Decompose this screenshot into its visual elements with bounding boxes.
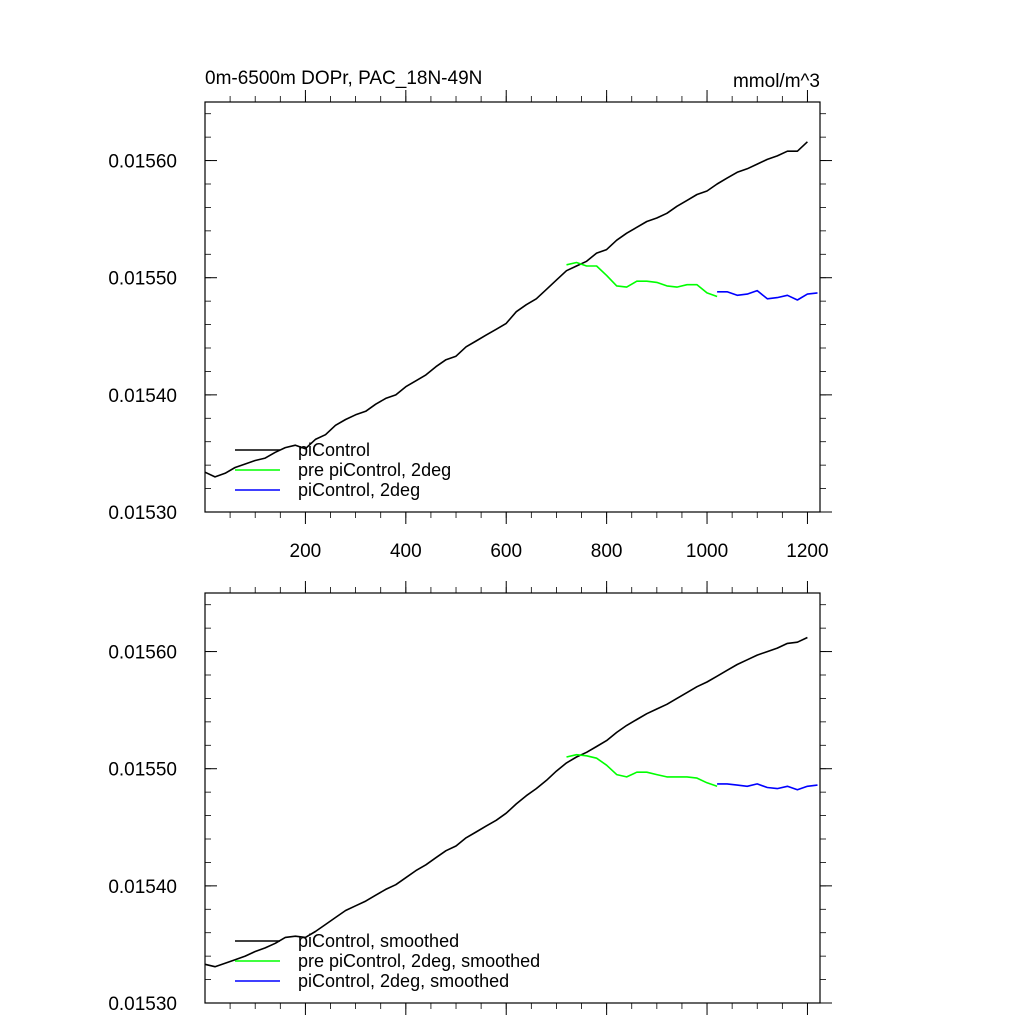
- chart-title: 0m-6500m DOPr, PAC_18N-49N: [205, 68, 482, 89]
- y-tick-label: 0.01540: [108, 877, 177, 898]
- y-tick-label: 0.01550: [108, 760, 177, 781]
- chart-units: mmol/m^3: [733, 71, 820, 92]
- x-tick-label: 400: [390, 541, 422, 562]
- legend-label: pre piControl, 2deg, smoothed: [298, 951, 540, 971]
- legend-label: piControl: [298, 440, 370, 460]
- top-plot-panel: 0.01530 0.01540 0.01550 0.01560 200 400 600 800…: [108, 90, 832, 562]
- x-tick-label: 800: [591, 541, 623, 562]
- series-line-2: [566, 261, 718, 298]
- series-line-3: [717, 289, 818, 301]
- y-tick-label: 0.01560: [108, 152, 177, 173]
- plot-frame: [204, 101, 821, 513]
- y-tick-label: 0.01560: [108, 643, 177, 664]
- x-tick-label: 200: [290, 541, 322, 562]
- bottom-plot-panel: 0.01530 0.01540 0.01550 0.01560 piControl, s…: [108, 581, 832, 1015]
- legend-label: piControl, 2deg: [298, 480, 420, 500]
- legend-label: piControl, 2deg, smoothed: [298, 971, 509, 991]
- legend-label: piControl, smoothed: [298, 931, 459, 951]
- y-tick-label: 0.01540: [108, 386, 177, 407]
- x-tick-label: 600: [490, 541, 522, 562]
- legend-label: pre piControl, 2deg: [298, 460, 451, 480]
- x-tick-label: 1200: [786, 541, 828, 562]
- x-tick-label: 1000: [686, 541, 728, 562]
- y-tick-label: 0.01530: [108, 503, 177, 524]
- plot-frame: [204, 592, 821, 1004]
- y-tick-label: 0.01550: [108, 269, 177, 290]
- series-line-2: [566, 753, 718, 788]
- series-line-1: [204, 636, 808, 968]
- series-line-3: [717, 783, 818, 791]
- y-tick-label: 0.01530: [108, 994, 177, 1015]
- series-line-1: [204, 141, 808, 478]
